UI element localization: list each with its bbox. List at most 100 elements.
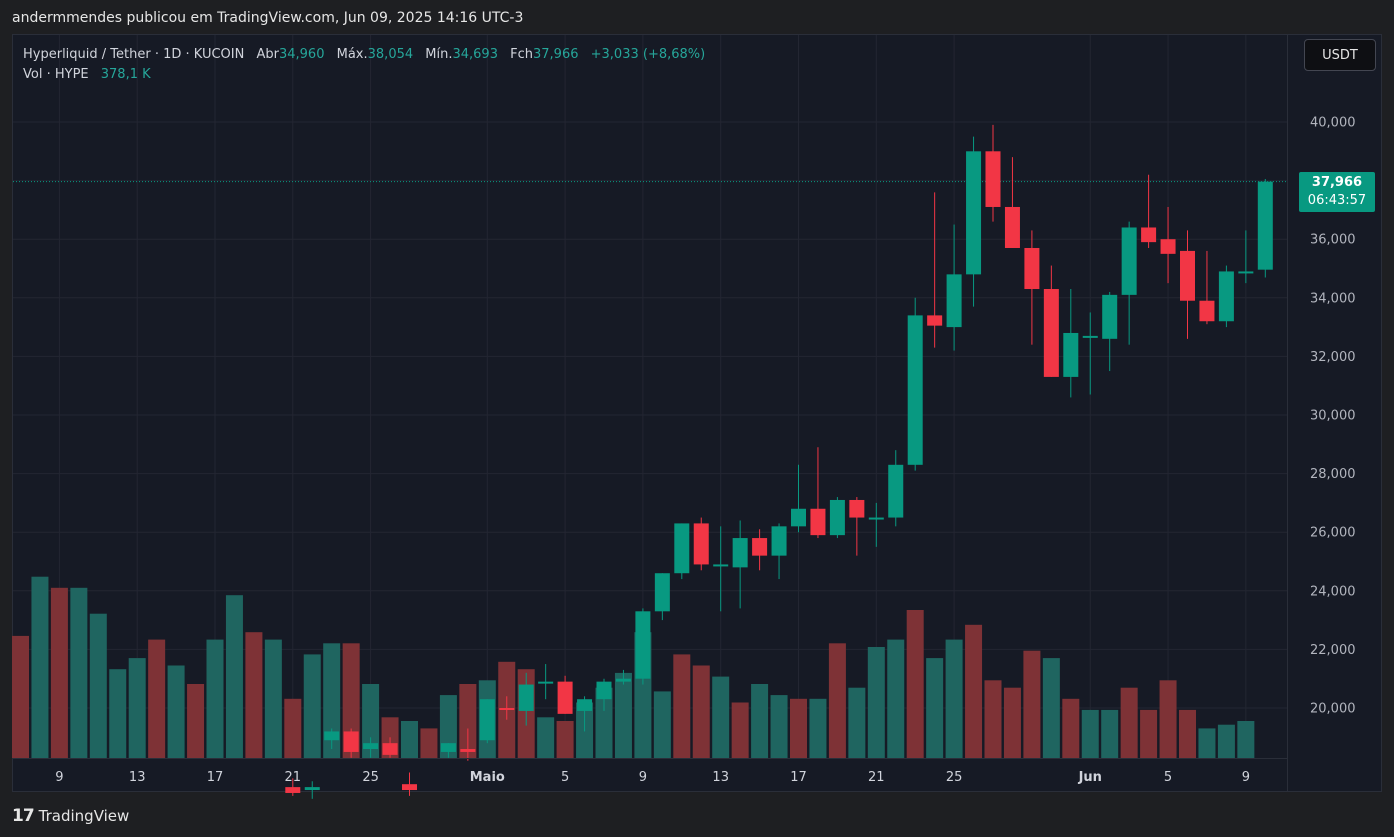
x-tick-label: 9 xyxy=(639,770,647,785)
candle[interactable] xyxy=(752,529,768,571)
candle[interactable] xyxy=(460,728,476,761)
y-tick-label: 24,000 xyxy=(1310,584,1356,599)
candle[interactable] xyxy=(1004,157,1020,248)
candle[interactable] xyxy=(538,664,554,700)
volume-bar xyxy=(187,684,205,758)
candle[interactable] xyxy=(1238,230,1254,284)
volume-bar xyxy=(109,669,127,758)
candle[interactable] xyxy=(499,696,515,720)
volume-bar xyxy=(926,658,944,758)
candle-body xyxy=(829,499,845,536)
candle-body xyxy=(752,538,768,556)
volume-bar xyxy=(673,654,691,758)
volume-bar xyxy=(614,672,632,758)
candle[interactable] xyxy=(1218,265,1234,328)
candle[interactable] xyxy=(557,675,573,714)
candle[interactable] xyxy=(771,523,787,580)
candle[interactable] xyxy=(791,464,806,533)
volume-label[interactable]: Vol · HYPE xyxy=(23,67,89,82)
candle[interactable] xyxy=(479,699,495,744)
candle[interactable] xyxy=(966,136,982,307)
candle[interactable] xyxy=(946,224,962,351)
candle[interactable] xyxy=(713,526,729,612)
volume-bar xyxy=(1140,709,1158,758)
candle[interactable] xyxy=(829,497,845,539)
currency-button[interactable]: USDT xyxy=(1304,39,1376,71)
volume-bar xyxy=(1120,687,1138,758)
candle[interactable] xyxy=(907,297,923,471)
candle[interactable] xyxy=(732,520,748,609)
candle-body xyxy=(907,315,923,465)
candle[interactable] xyxy=(285,778,301,796)
candle[interactable] xyxy=(693,517,709,571)
candle[interactable] xyxy=(363,737,379,758)
candle[interactable] xyxy=(1063,289,1079,398)
candle[interactable] xyxy=(402,772,417,796)
volume-bar xyxy=(1198,728,1216,758)
candle[interactable] xyxy=(382,737,398,758)
candle[interactable] xyxy=(1257,179,1273,278)
candle[interactable] xyxy=(1199,250,1215,325)
volume-bar xyxy=(401,721,418,758)
candle[interactable] xyxy=(927,192,943,348)
candle[interactable] xyxy=(1102,291,1118,372)
candle[interactable] xyxy=(304,781,320,799)
candle[interactable] xyxy=(849,497,865,556)
low-value: 34,693 xyxy=(452,47,498,62)
y-tick-label: 28,000 xyxy=(1310,467,1356,482)
candle[interactable] xyxy=(985,124,1001,222)
candle-body xyxy=(635,611,651,679)
volume-layer xyxy=(12,576,1255,758)
candle-body xyxy=(460,749,476,752)
candle-body xyxy=(927,315,943,326)
high-label: Máx. xyxy=(336,47,368,62)
candle-body xyxy=(732,538,748,568)
open-value: 34,960 xyxy=(278,47,325,62)
candle[interactable] xyxy=(596,678,612,711)
candle-body xyxy=(1218,271,1234,322)
y-tick-label: 20,000 xyxy=(1310,702,1356,717)
candle[interactable] xyxy=(635,608,651,685)
candle[interactable] xyxy=(1082,312,1098,395)
tradingview-logo-icon: 17 xyxy=(12,806,35,826)
x-tick-label: 25 xyxy=(362,770,379,785)
candle[interactable] xyxy=(518,672,534,726)
candle[interactable] xyxy=(343,728,359,758)
candle[interactable] xyxy=(1180,230,1195,339)
volume-bar xyxy=(906,610,924,758)
x-tick-label: 13 xyxy=(129,770,146,785)
candle[interactable] xyxy=(1043,265,1059,377)
last-price-value: 37,966 xyxy=(1311,175,1363,190)
candle-body xyxy=(1082,335,1098,338)
footer-brand[interactable]: 17 TradingView xyxy=(12,805,129,827)
candle[interactable] xyxy=(654,573,670,621)
candle[interactable] xyxy=(810,447,826,539)
candle[interactable] xyxy=(440,743,456,758)
candle[interactable] xyxy=(324,728,340,750)
candle[interactable] xyxy=(1024,230,1040,345)
symbol-label[interactable]: Hyperliquid / Tether · 1D · KUCOIN xyxy=(23,47,245,62)
x-tick-label: 21 xyxy=(285,770,302,785)
volume-bar xyxy=(1081,709,1099,758)
volume-bar xyxy=(70,587,88,758)
candle[interactable] xyxy=(615,669,631,685)
y-tick-label: 40,000 xyxy=(1310,116,1356,131)
candle[interactable] xyxy=(1160,206,1176,284)
volume-bar xyxy=(867,647,885,758)
candle-body xyxy=(1199,300,1215,322)
candle-body xyxy=(674,523,690,574)
candle-body xyxy=(324,731,340,741)
candle[interactable] xyxy=(577,696,593,732)
candle[interactable] xyxy=(888,450,904,527)
x-tick-label: 17 xyxy=(790,770,807,785)
candle-body xyxy=(868,517,884,520)
volume-bar xyxy=(1217,724,1235,758)
change-value: +3,033 (+8,68%) xyxy=(590,47,706,62)
low-label: Mín. xyxy=(425,47,453,62)
candle[interactable] xyxy=(674,523,690,580)
candle[interactable] xyxy=(868,502,884,547)
candle[interactable] xyxy=(1141,174,1157,248)
candle[interactable] xyxy=(1121,221,1137,345)
x-tick-label: 21 xyxy=(868,770,885,785)
